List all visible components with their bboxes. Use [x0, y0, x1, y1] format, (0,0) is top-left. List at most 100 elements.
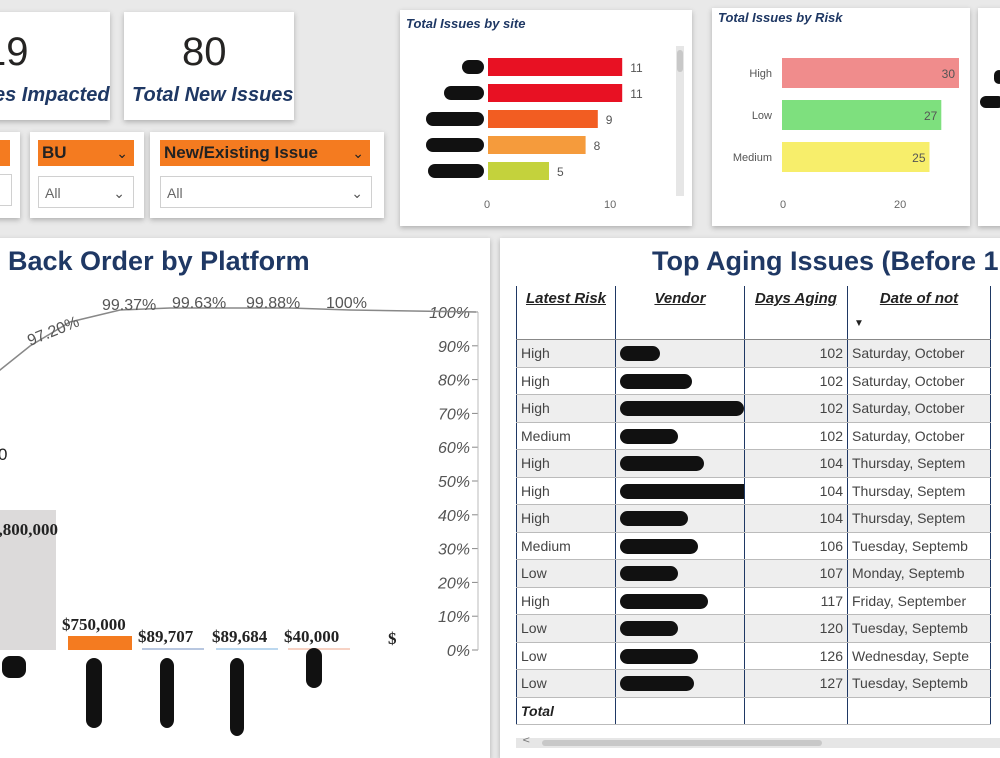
- table-row[interactable]: Low 126 Wednesday, Septe: [516, 642, 991, 670]
- data-label: 27: [924, 109, 938, 123]
- horizontal-scrollbar[interactable]: <: [516, 735, 1000, 748]
- cumulative-label: 100%: [326, 295, 367, 312]
- scroll-left-icon[interactable]: <: [522, 735, 531, 746]
- category-label: Medium: [733, 152, 772, 164]
- redacted-category: [2, 656, 26, 678]
- table-row[interactable]: High 104 Thursday, Septem: [516, 449, 991, 478]
- table-row[interactable]: Low 120 Tuesday, Septemb: [516, 614, 991, 643]
- col-days-aging[interactable]: Days Aging: [744, 286, 848, 340]
- bar: [488, 84, 623, 102]
- scroll-thumb[interactable]: [677, 50, 683, 72]
- cell-vendor: [615, 559, 745, 588]
- total-cell: [744, 697, 848, 725]
- table-row[interactable]: High 102 Saturday, October: [516, 367, 991, 395]
- y2-tick-label: 50%: [438, 474, 470, 491]
- cell-risk: High: [516, 394, 616, 423]
- aging-title: Top Aging Issues (Before 1: [652, 246, 999, 276]
- sort-descending-icon[interactable]: ▼: [854, 318, 864, 329]
- col-latest-risk[interactable]: Latest Risk: [516, 286, 616, 340]
- cell-days: 127: [744, 669, 848, 698]
- issues-by-site-chart: 11 11 98 5 0 10: [426, 58, 643, 211]
- total-label: Total: [516, 697, 616, 725]
- redacted-vendor: [620, 346, 660, 361]
- cell-date: Thursday, Septem: [847, 449, 991, 478]
- cell-risk: Medium: [516, 422, 616, 450]
- cell-days: 102: [744, 367, 848, 395]
- col-vendor[interactable]: Vendor: [615, 286, 745, 340]
- redacted-category: [160, 658, 174, 728]
- bar-data-label: $89,707: [138, 627, 194, 646]
- redacted-vendor: [620, 456, 704, 471]
- redacted-vendor: [620, 676, 694, 691]
- scroll-thumb[interactable]: [542, 740, 822, 746]
- kpi-label: Total New Issues: [132, 84, 294, 106]
- redacted-vendor: [620, 373, 692, 389]
- tick-label: 10: [604, 199, 616, 211]
- bar: [782, 100, 942, 130]
- slicer-card-partial: [0, 132, 20, 218]
- issues-by-site-card: Total Issues by site 11 11 9 8 5 0 10: [400, 10, 692, 226]
- cell-vendor: [615, 367, 745, 395]
- table-row[interactable]: High 117 Friday, September: [516, 587, 991, 615]
- scrollbar[interactable]: [676, 46, 684, 196]
- redacted-vendor: [620, 593, 708, 609]
- table-row[interactable]: High 104 Thursday, Septem: [516, 504, 991, 533]
- table-row[interactable]: Low 127 Tuesday, Septemb: [516, 669, 991, 698]
- redacted-category: [444, 86, 484, 100]
- kpi-value: 19: [0, 30, 29, 74]
- cell-risk: High: [516, 367, 616, 395]
- issues-by-risk-chart: 30 High 27 Low 25 Medium 0 20: [733, 58, 959, 211]
- table-row[interactable]: Medium 102 Saturday, October: [516, 422, 991, 450]
- bar: [0, 510, 56, 650]
- cumulative-label: 97.20%: [25, 314, 82, 350]
- chart-title: Total Issues by site: [406, 16, 526, 31]
- table-row[interactable]: Medium 106 Tuesday, Septemb: [516, 532, 991, 560]
- slicer-dropdown[interactable]: [0, 174, 12, 206]
- cumulative-label: 99.88%: [246, 295, 300, 312]
- bar-data-label: $89,684: [212, 627, 268, 646]
- cell-days: 102: [744, 422, 848, 450]
- table-row[interactable]: Low 107 Monday, Septemb: [516, 559, 991, 588]
- redacted-category: [428, 164, 484, 178]
- cell-date: Saturday, October: [847, 367, 991, 395]
- cell-risk: High: [516, 504, 616, 533]
- table-row[interactable]: High 102 Saturday, October: [516, 339, 991, 368]
- y2-tick-label: 100%: [429, 305, 470, 322]
- cell-vendor: [615, 504, 745, 533]
- col-date-of-notification[interactable]: Date of not ▼: [847, 286, 991, 340]
- y2-tick-label: 0%: [447, 643, 470, 660]
- table-row[interactable]: High 102 Saturday, October: [516, 394, 991, 423]
- y2-tick-label: 60%: [438, 440, 470, 457]
- issues-by-risk-card: Total Issues by Risk 30 High 27 Low 25 Medium…: [712, 8, 970, 226]
- bar: [216, 648, 278, 650]
- slicer-label: New/Existing Issue: [164, 143, 318, 162]
- cell-days: 102: [744, 394, 848, 423]
- slicer-header-bu: BU ⌄: [38, 140, 134, 166]
- table-row[interactable]: High 104 Thursday, Septem: [516, 477, 991, 505]
- tick-label: 0: [780, 199, 786, 211]
- bar-data-label: $: [388, 629, 397, 648]
- bu-dropdown[interactable]: All ⌄: [38, 176, 134, 208]
- cell-risk: Low: [516, 642, 616, 670]
- redacted-vendor: [620, 483, 744, 499]
- back-order-card: Back Order by Platform 100% 90% 80% 70% 60% 5…: [0, 238, 490, 758]
- aging-table: Latest Risk Vendor Days Aging Date of no…: [516, 286, 991, 725]
- redacted-category: [426, 138, 484, 152]
- cell-date: Tuesday, Septemb: [847, 614, 991, 643]
- bar: [488, 162, 549, 180]
- total-cell: [615, 697, 745, 725]
- redacted-category: [426, 112, 484, 126]
- cell-risk: Low: [516, 614, 616, 643]
- new-existing-dropdown[interactable]: All ⌄: [160, 176, 372, 208]
- bar: [68, 636, 132, 650]
- slicer-value: All: [45, 185, 61, 201]
- redacted-category: [230, 658, 244, 736]
- data-label: 8: [594, 139, 601, 153]
- bar: [782, 142, 930, 172]
- redacted-vendor: [620, 401, 744, 416]
- cell-risk: High: [516, 449, 616, 478]
- cell-date: Thursday, Septem: [847, 477, 991, 505]
- cell-vendor: [615, 394, 745, 423]
- cell-vendor: [615, 642, 745, 670]
- back-order-chart: 100% 90% 80% 70% 60% 50% 40% 30% 20% 10% 0% 5,800,0…: [0, 295, 479, 736]
